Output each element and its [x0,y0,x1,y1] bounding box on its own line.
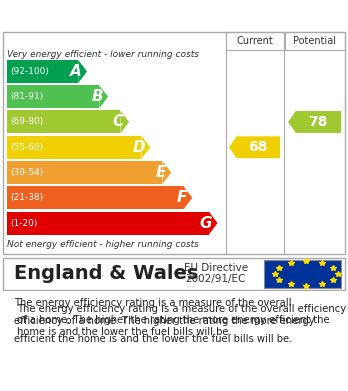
Text: (21-38): (21-38) [10,193,44,202]
Text: Potential: Potential [293,36,336,46]
Text: 78: 78 [308,115,328,129]
Text: (55-68): (55-68) [10,143,44,152]
Text: (92-100): (92-100) [10,67,49,76]
Polygon shape [288,111,341,133]
Text: A: A [70,64,82,79]
Bar [264,260,341,288]
Text: Energy Efficiency Rating: Energy Efficiency Rating [50,5,298,24]
Text: F: F [177,190,187,205]
Polygon shape [209,212,218,235]
Bar [7,60,78,83]
Text: (69-80): (69-80) [10,117,44,126]
Polygon shape [183,186,192,209]
Text: Not energy efficient - higher running costs: Not energy efficient - higher running co… [7,240,199,249]
Text: England & Wales: England & Wales [14,264,198,283]
Text: efficiency of a home. The higher the rating the more energy: efficiency of a home. The higher the rat… [14,316,315,326]
Bar [7,136,141,159]
Text: The energy efficiency rating is a measure of the overall efficiency of a home. T: The energy efficiency rating is a measur… [17,303,347,337]
Text: (1-20): (1-20) [10,219,38,228]
Polygon shape [141,136,150,159]
Polygon shape [163,161,171,184]
Text: 68: 68 [248,140,268,154]
Text: efficient the home is and the lower the fuel bills will be.: efficient the home is and the lower the … [14,334,292,344]
Text: EU Directive
2002/91/EC: EU Directive 2002/91/EC [184,263,248,285]
Bar [7,212,209,235]
Polygon shape [99,85,108,108]
Bar [7,161,163,184]
Text: C: C [113,115,124,129]
Text: Current: Current [236,36,273,46]
Text: G: G [200,215,212,231]
Polygon shape [78,60,87,83]
Bar [7,85,99,108]
Polygon shape [229,136,280,158]
Text: (39-54): (39-54) [10,168,44,177]
Text: B: B [91,89,103,104]
Text: The energy efficiency rating is a measure of the overall: The energy efficiency rating is a measur… [14,298,291,308]
Text: D: D [132,140,145,155]
Text: (81-91): (81-91) [10,92,44,101]
Bar [7,111,120,133]
Text: E: E [156,165,166,180]
Polygon shape [120,111,129,133]
Bar [7,186,183,209]
Text: Very energy efficient - lower running costs: Very energy efficient - lower running co… [7,50,199,59]
